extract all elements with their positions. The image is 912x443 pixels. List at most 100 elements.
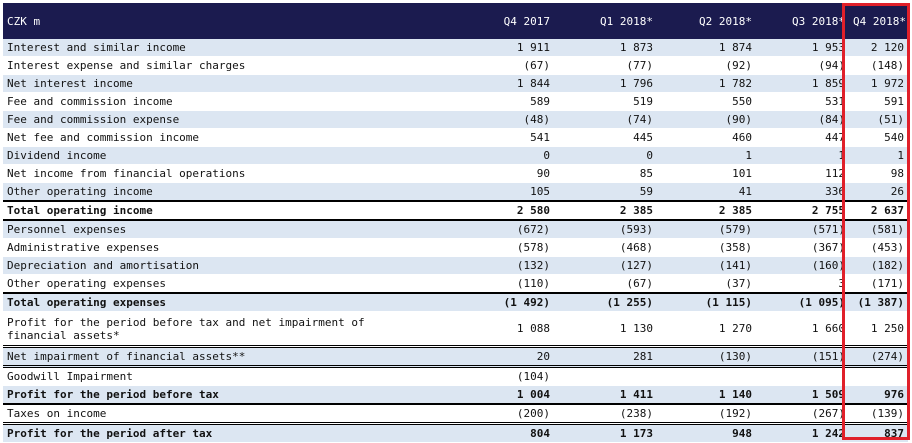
- row-label: Net impairment of financial assets**: [3, 345, 413, 367]
- row-value-q4-2018: 1 250: [849, 311, 908, 347]
- row-value-q4-2017: 105: [413, 182, 554, 202]
- row-value-q4-2017: 90: [413, 164, 554, 183]
- row-value-q2-2018: (37): [657, 274, 756, 294]
- row-label: Total operating expenses: [3, 292, 413, 312]
- row-value-q4-2018: (171): [849, 274, 908, 294]
- row-value-q4-2017: 2 580: [413, 200, 554, 221]
- row-value-q4-2018: 976: [849, 385, 908, 405]
- row-value-q3-2018: 447: [756, 128, 849, 147]
- row-value-q4-2018: (182): [849, 256, 908, 275]
- row-value-q1-2018: 2 385: [554, 200, 657, 221]
- row-value-q2-2018: (579): [657, 219, 756, 239]
- row-value-q1-2018: 1 173: [554, 422, 657, 443]
- row-value-q3-2018: 1 242: [756, 422, 849, 443]
- row-label: Taxes on income: [3, 403, 413, 424]
- row-value-q4-2018: (453): [849, 238, 908, 257]
- row-value-q2-2018: 41: [657, 182, 756, 202]
- row-value-q2-2018: 2 385: [657, 200, 756, 221]
- table-row-personnel-expenses: Personnel expenses (672) (593) (579) (571) (5…: [3, 219, 908, 239]
- row-label: Fee and commission income: [3, 92, 413, 111]
- row-value-q4-2017: (110): [413, 274, 554, 294]
- row-label: Other operating income: [3, 182, 413, 202]
- row-value-q4-2018: 2 637: [849, 200, 908, 221]
- header-cell-unit: CZK m: [3, 3, 413, 39]
- row-value-q4-2018: 98: [849, 164, 908, 183]
- row-label: Depreciation and amortisation: [3, 256, 413, 275]
- row-value-q4-2018: (148): [849, 56, 908, 75]
- row-label: Other operating expenses: [3, 274, 413, 294]
- table-row-fee-and-commission-income: Fee and commission income 589 519 550 531 591: [3, 92, 908, 111]
- row-value-q1-2018: 0: [554, 146, 657, 165]
- row-value-q2-2018: 1 874: [657, 39, 756, 57]
- row-value-q1-2018: [554, 365, 657, 386]
- header-cell-q1-2018: Q1 2018*: [554, 3, 657, 39]
- row-value-q3-2018: 1 953: [756, 39, 849, 57]
- row-value-q1-2018: 59: [554, 182, 657, 202]
- header-cell-q2-2018: Q2 2018*: [657, 3, 756, 39]
- row-value-q4-2018: (51): [849, 110, 908, 129]
- row-value-q4-2017: 1 911: [413, 39, 554, 57]
- row-value-q4-2017: (200): [413, 403, 554, 424]
- row-value-q4-2018: 1 972: [849, 74, 908, 93]
- row-value-q2-2018: 1: [657, 146, 756, 165]
- header-cell-q4-2017: Q4 2017: [413, 3, 554, 39]
- row-value-q4-2018: 26: [849, 182, 908, 202]
- row-value-q2-2018: (92): [657, 56, 756, 75]
- row-value-q3-2018: 336: [756, 182, 849, 202]
- table-row-profit-for-the-period-after-tax: Profit for the period after tax 804 1 173 9…: [3, 422, 908, 443]
- row-value-q1-2018: (127): [554, 256, 657, 275]
- row-value-q4-2018: [849, 365, 908, 386]
- row-label: Administrative expenses: [3, 238, 413, 257]
- row-value-q4-2018: (139): [849, 403, 908, 424]
- row-value-q1-2018: 1 130: [554, 311, 657, 347]
- table-row-dividend-income: Dividend income 0 0 1 1 1: [3, 146, 908, 165]
- row-value-q2-2018: (141): [657, 256, 756, 275]
- row-value-q4-2017: 1 088: [413, 311, 554, 347]
- row-value-q4-2017: (1 492): [413, 292, 554, 312]
- table-row-taxes-on-income: Taxes on income (200) (238) (192) (267) (139): [3, 403, 908, 424]
- row-value-q3-2018: 1 660: [756, 311, 849, 347]
- row-label: Profit for the period before tax: [3, 385, 413, 405]
- table-row-depreciation-and-amortisation: Depreciation and amortisation (132) (127)(…: [3, 256, 908, 275]
- table-row-total-operating-income: Total operating income 2 580 2 385 2 385 2 7…: [3, 200, 908, 221]
- row-value-q3-2018: (84): [756, 110, 849, 129]
- row-value-q4-2017: 589: [413, 92, 554, 111]
- row-value-q3-2018: 1: [756, 146, 849, 165]
- row-value-q3-2018: 2 755: [756, 200, 849, 221]
- row-value-q4-2017: 541: [413, 128, 554, 147]
- row-value-q2-2018: 948: [657, 422, 756, 443]
- financial-results-table: CZK m Q4 2017 Q1 2018* Q2 2018* Q3 2018*…: [3, 3, 908, 443]
- table-row-fee-and-commission-expense: Fee and commission expense (48) (74) (90) (8…: [3, 110, 908, 129]
- table-row-interest-expense-and-similar-charges: Interest expense and similar charges (67)…: [3, 56, 908, 75]
- row-value-q2-2018: (192): [657, 403, 756, 424]
- header-cell-q4-2018: Q4 2018*: [849, 3, 908, 39]
- row-value-q4-2017: (672): [413, 219, 554, 239]
- row-value-q1-2018: (238): [554, 403, 657, 424]
- table-row-interest-and-similar-income: Interest and similar income 1 911 1 873 1 8…: [3, 39, 908, 57]
- row-value-q3-2018: 531: [756, 92, 849, 111]
- row-value-q4-2017: 20: [413, 345, 554, 367]
- row-value-q2-2018: 101: [657, 164, 756, 183]
- row-value-q1-2018: (74): [554, 110, 657, 129]
- row-value-q1-2018: (468): [554, 238, 657, 257]
- row-value-q1-2018: 1 411: [554, 385, 657, 405]
- row-value-q3-2018: [756, 365, 849, 386]
- row-value-q1-2018: (593): [554, 219, 657, 239]
- row-label: Net interest income: [3, 74, 413, 93]
- row-value-q3-2018: 1 859: [756, 74, 849, 93]
- row-value-q2-2018: (358): [657, 238, 756, 257]
- table-row-administrative-expenses: Administrative expenses (578) (468) (358) (3…: [3, 238, 908, 257]
- row-value-q3-2018: (571): [756, 219, 849, 239]
- row-value-q4-2018: 540: [849, 128, 908, 147]
- row-label: Interest expense and similar charges: [3, 56, 413, 75]
- row-label: Total operating income: [3, 200, 413, 221]
- table-row-net-fee-and-commission-income: Net fee and commission income 541 445 460 44…: [3, 128, 908, 147]
- table-row-goodwill-impairment: Goodwill Impairment (104): [3, 365, 908, 386]
- row-value-q1-2018: 1 796: [554, 74, 657, 93]
- row-label: Net fee and commission income: [3, 128, 413, 147]
- row-label: Dividend income: [3, 146, 413, 165]
- row-label: Personnel expenses: [3, 219, 413, 239]
- row-value-q2-2018: 1 782: [657, 74, 756, 93]
- row-value-q4-2018: 591: [849, 92, 908, 111]
- row-value-q4-2017: (578): [413, 238, 554, 257]
